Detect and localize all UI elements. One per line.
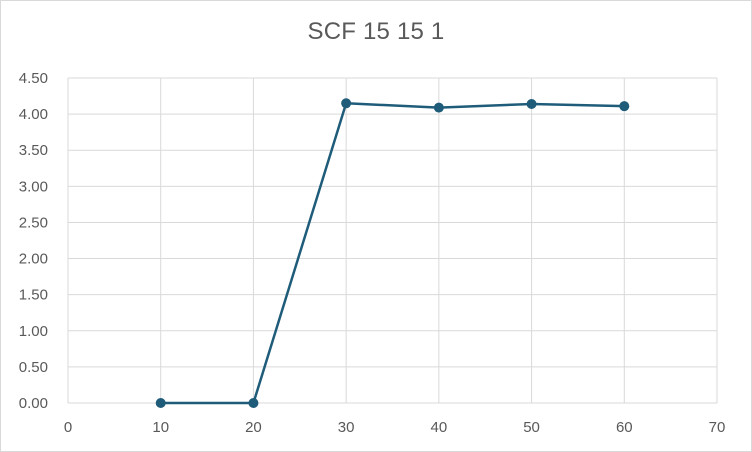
y-tick-label: 1.00 [19,323,48,340]
x-tick-label: 70 [709,419,726,436]
data-point [526,99,537,109]
x-tick-label: 30 [338,419,355,436]
chart-title: SCF 15 15 1 [307,18,445,45]
data-point [433,102,444,113]
x-tick-label: 50 [523,419,540,436]
y-tick-label: 4.00 [19,106,48,123]
series-line [160,102,625,405]
y-tick-label: 4.50 [19,70,48,87]
x-tick-label: 20 [245,419,262,436]
y-tick-label: 3.50 [19,142,48,159]
series-layer [155,98,630,408]
gridlines [67,77,718,404]
y-tick-label: 0.50 [19,359,48,376]
y-tick-label: 1.50 [19,287,48,304]
y-tick-label: 2.50 [19,214,48,231]
data-point [248,398,259,408]
data-point [341,98,352,109]
data-point [155,398,166,408]
x-tick-label: 60 [616,419,633,436]
data-point [619,101,630,112]
x-tick-label: 0 [64,419,72,436]
y-tick-label: 3.00 [19,178,48,195]
x-tick-label: 40 [431,419,448,436]
x-tick-label: 10 [152,419,169,436]
y-tick-label: 2.00 [19,251,48,268]
y-tick-label: 0.00 [19,395,48,412]
tick-labels: 0.00 0.50 1.00 1.50 2.00 2.50 3.00 3.50 4.00 4.50… [19,70,726,436]
